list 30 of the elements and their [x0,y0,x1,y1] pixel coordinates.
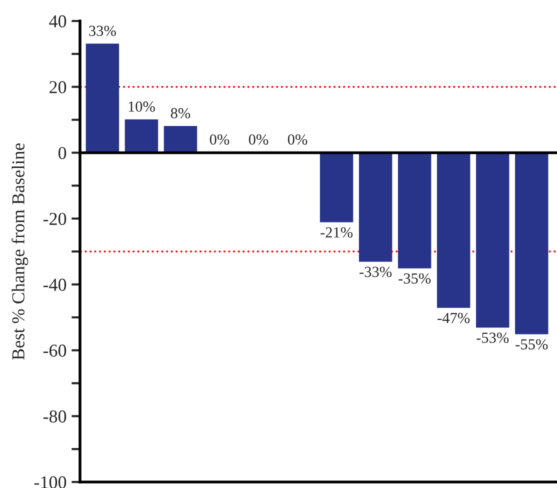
y-axis-title: Best % Change from Baseline [12,143,28,360]
bar [86,44,120,154]
data-label: -55% [516,339,548,350]
y-tick-label: 0 [58,146,66,160]
data-label: -47% [438,312,470,324]
data-label: -35% [398,273,431,284]
y-tick-label: -100 [34,476,66,488]
bar [358,152,392,262]
data-label: 0% [248,134,268,145]
data-label: -21% [320,227,353,238]
y-tick-label: 20 [50,81,66,94]
y-tick-label: 40 [49,15,66,28]
data-label: 0% [288,134,308,145]
y-tick-label: -20 [43,212,66,226]
data-label: 10% [128,101,155,112]
data-label: 0% [210,134,230,145]
y-tick-label: -40 [43,278,66,291]
bar [436,152,470,308]
data-label: 8% [170,108,190,118]
y-tick-label: -60 [43,344,66,357]
bar [164,126,198,154]
data-label: 33% [89,26,116,36]
y-tick-label: -80 [43,410,66,423]
bar [476,152,510,328]
bar [515,152,548,334]
bar [124,119,158,154]
bar [320,152,354,222]
bar [398,152,432,268]
data-label: -33% [360,266,392,278]
data-label: -53% [476,332,509,343]
